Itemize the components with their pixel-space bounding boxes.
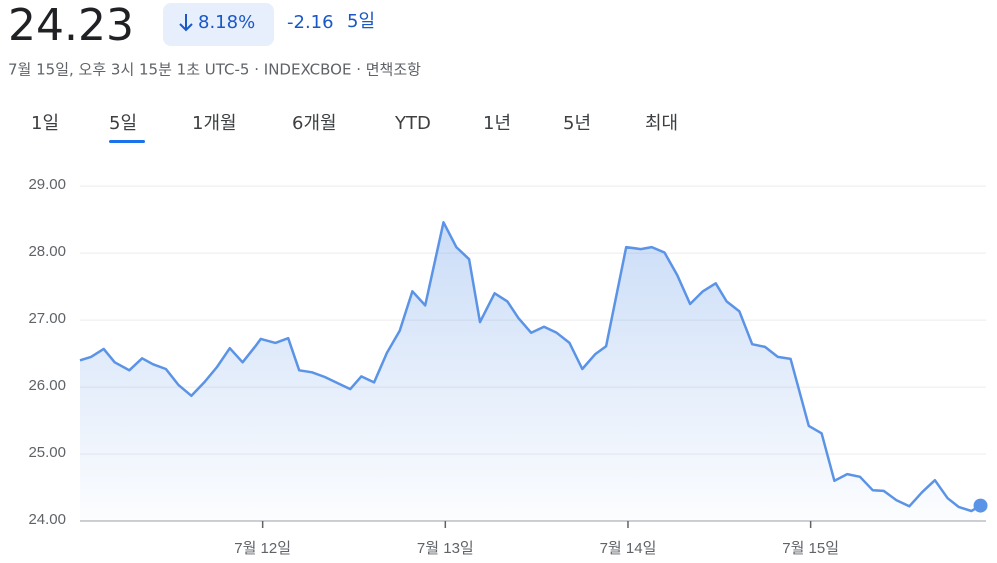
- tab[interactable]: YTD: [394, 113, 431, 134]
- y-tick-label: 24.00: [28, 511, 66, 528]
- chart: 24.00 25.00 26.00 27.00 28.00 29.00 7월 12일 7월 1…: [28, 176, 988, 557]
- change-percent: 8.18%: [198, 12, 255, 33]
- y-tick-label: 26.00: [28, 377, 66, 394]
- y-tick-label: 27.00: [28, 310, 66, 327]
- price: 24.23: [8, 0, 134, 51]
- x-tick-label: 7월 14일: [600, 540, 657, 557]
- tab[interactable]: 최대: [645, 113, 678, 134]
- period: 5일: [347, 11, 375, 32]
- tab[interactable]: 5일: [109, 113, 137, 134]
- change: -2.16: [287, 12, 334, 33]
- tab[interactable]: 1개월: [192, 113, 237, 134]
- tab[interactable]: 1년: [483, 113, 511, 134]
- tab[interactable]: 5년: [563, 113, 591, 134]
- last-point: [973, 498, 988, 513]
- x-tick-label: 7월 12일: [234, 540, 291, 557]
- subtitle: 7월 15일, 오후 3시 15분 1초 UTC-5 · INDEXCBOE ·…: [8, 61, 421, 79]
- x-tick-label: 7월 15일: [782, 540, 839, 557]
- tab[interactable]: 1일: [31, 113, 59, 134]
- tab[interactable]: 6개월: [292, 113, 337, 134]
- tab-underline: [109, 140, 145, 143]
- tabs: 1일 5일 1개월 6개월 YTD 1년 5년 최대: [31, 113, 678, 143]
- area: [80, 222, 981, 522]
- line: [79, 221, 982, 513]
- down-arrow-icon: [179, 14, 193, 32]
- y-tick-label: 29.00: [28, 176, 66, 193]
- y-tick-label: 25.00: [28, 444, 66, 461]
- y-tick-label: 28.00: [28, 243, 66, 260]
- change-badge: [163, 3, 274, 46]
- x-tick-label: 7월 13일: [417, 540, 474, 557]
